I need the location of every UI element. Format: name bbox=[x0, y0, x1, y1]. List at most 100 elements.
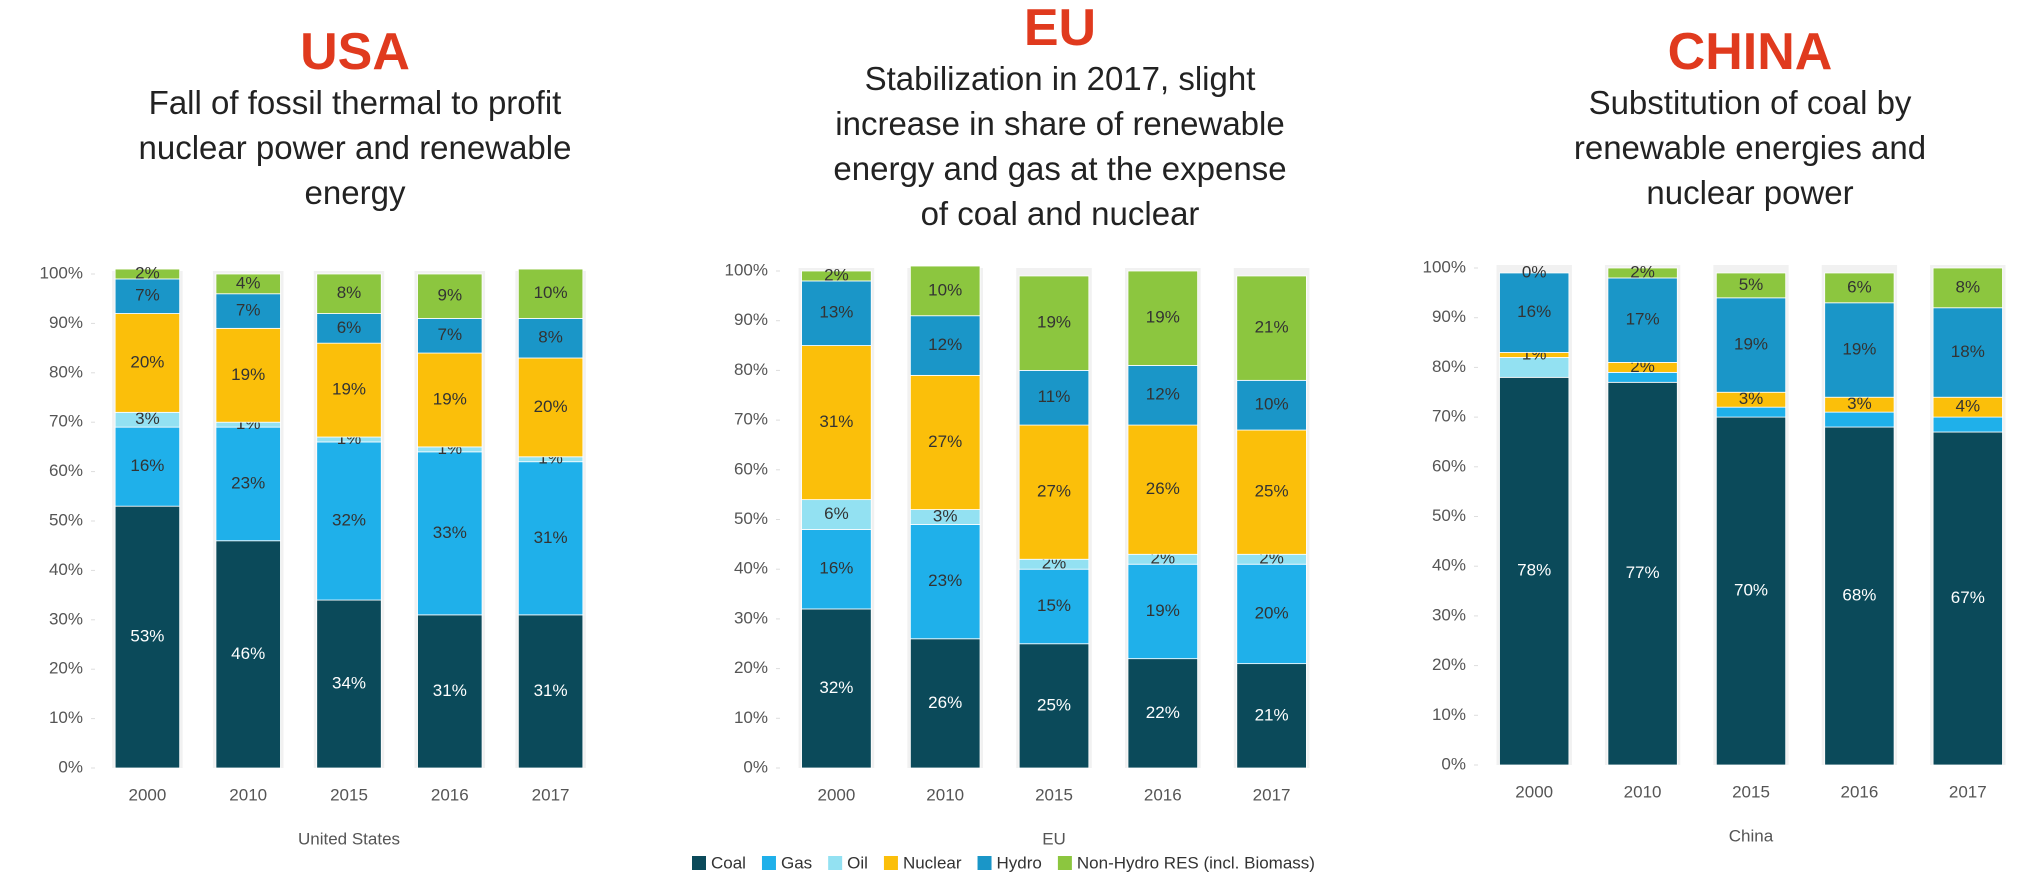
data-label: 67% bbox=[1951, 588, 1985, 607]
x-axis-title: China bbox=[1729, 826, 1774, 845]
data-label: 68% bbox=[1842, 586, 1876, 605]
chart-title: CHINA bbox=[1667, 23, 1833, 81]
bar-segment bbox=[1607, 381, 1678, 766]
data-label: 3% bbox=[1847, 394, 1872, 413]
bar-segment bbox=[909, 524, 981, 640]
bar-segment bbox=[1018, 643, 1090, 769]
data-label: 8% bbox=[538, 328, 563, 347]
y-tick-label: 70% bbox=[49, 412, 83, 431]
x-tick-label: 2010 bbox=[229, 785, 267, 804]
bar-segment bbox=[1236, 563, 1307, 665]
data-label: 6% bbox=[1847, 277, 1872, 296]
data-label: 26% bbox=[1146, 479, 1180, 498]
bar-segment bbox=[1127, 270, 1199, 366]
y-tick-label: 50% bbox=[734, 509, 768, 528]
legend-swatch bbox=[883, 856, 898, 870]
y-tick-label: 80% bbox=[734, 360, 768, 379]
bar-segment bbox=[417, 451, 483, 616]
y-tick-label: 20% bbox=[734, 658, 768, 677]
y-tick-label: 10% bbox=[1432, 705, 1466, 724]
data-label: 46% bbox=[231, 644, 265, 663]
y-tick-label: 30% bbox=[49, 609, 83, 628]
data-label: 23% bbox=[928, 571, 962, 590]
bar-segment bbox=[1607, 267, 1678, 279]
bar-segment bbox=[114, 426, 181, 507]
y-tick-label: 70% bbox=[1432, 407, 1466, 426]
x-tick-label: 2015 bbox=[1035, 785, 1073, 804]
data-label: 7% bbox=[438, 325, 463, 344]
bar-segment bbox=[215, 426, 281, 542]
data-label: 18% bbox=[1951, 342, 1985, 361]
bar-segment bbox=[1127, 563, 1199, 660]
bar-segment bbox=[1018, 568, 1090, 645]
bar-segment bbox=[417, 273, 483, 319]
legend-swatch bbox=[761, 856, 776, 870]
x-tick-label: 2017 bbox=[532, 785, 570, 804]
data-label: 13% bbox=[819, 303, 853, 322]
bar-segment bbox=[517, 357, 584, 458]
data-label: 17% bbox=[1626, 310, 1660, 329]
data-label: 32% bbox=[819, 678, 853, 697]
x-tick-label: 2016 bbox=[1144, 785, 1182, 804]
legend-label: Non-Hydro RES (incl. Biomass) bbox=[1077, 853, 1315, 872]
legend-label: Hydro bbox=[997, 853, 1042, 872]
bar-segment bbox=[1499, 272, 1570, 353]
bar-segment bbox=[316, 313, 382, 344]
y-tick-label: 80% bbox=[1432, 357, 1466, 376]
bar-segment bbox=[215, 293, 281, 329]
bar-segment bbox=[1715, 416, 1787, 766]
data-label: 10% bbox=[534, 283, 568, 302]
legend-label: Nuclear bbox=[903, 853, 962, 872]
data-label: 31% bbox=[534, 681, 568, 700]
bar-segment bbox=[316, 342, 382, 438]
x-axis-title: United States bbox=[298, 829, 400, 848]
data-label: 19% bbox=[433, 389, 467, 408]
data-label: 21% bbox=[1255, 318, 1289, 337]
data-label: 22% bbox=[1146, 703, 1180, 722]
data-label: 12% bbox=[1146, 385, 1180, 404]
bar-segment bbox=[1824, 302, 1895, 398]
data-label: 31% bbox=[819, 412, 853, 431]
data-label: 3% bbox=[135, 409, 160, 428]
bar-segment bbox=[1715, 297, 1787, 393]
data-label: 8% bbox=[337, 283, 362, 302]
bar-segment bbox=[316, 273, 382, 314]
data-label: 10% bbox=[1255, 395, 1289, 414]
legend-swatch bbox=[828, 856, 843, 870]
data-label: 19% bbox=[1146, 308, 1180, 327]
data-label: 16% bbox=[130, 456, 164, 475]
bar-segment bbox=[1607, 277, 1678, 363]
x-tick-label: 2000 bbox=[1515, 782, 1553, 801]
bar-segment bbox=[417, 318, 483, 354]
data-label: 25% bbox=[1255, 482, 1289, 501]
data-label: 16% bbox=[819, 559, 853, 578]
y-tick-label: 20% bbox=[49, 659, 83, 678]
x-tick-label: 2010 bbox=[926, 785, 964, 804]
bar-segment bbox=[909, 315, 981, 376]
bar-segment bbox=[801, 608, 872, 769]
data-label: 4% bbox=[1956, 397, 1981, 416]
x-axis-title: EU bbox=[1042, 829, 1066, 848]
x-tick-label: 2000 bbox=[128, 785, 166, 804]
bar-segment bbox=[517, 461, 584, 616]
data-label: 7% bbox=[236, 301, 261, 320]
data-label: 70% bbox=[1734, 581, 1768, 600]
data-label: 20% bbox=[130, 352, 164, 371]
y-tick-label: 30% bbox=[734, 608, 768, 627]
bar-segment bbox=[1715, 272, 1787, 299]
chart-subtitle: Stabilization in 2017, slight increase i… bbox=[833, 60, 1287, 232]
y-tick-label: 40% bbox=[1432, 556, 1466, 575]
bar-segment bbox=[215, 273, 281, 295]
bar-segment bbox=[801, 280, 872, 346]
bar-segment bbox=[1236, 663, 1307, 769]
bar-segment bbox=[801, 529, 872, 610]
data-label: 20% bbox=[1255, 603, 1289, 622]
bar-segment bbox=[1236, 379, 1307, 431]
y-tick-label: 90% bbox=[49, 313, 83, 332]
data-label: 2% bbox=[135, 263, 160, 282]
data-label: 10% bbox=[928, 280, 962, 299]
data-label: 34% bbox=[332, 674, 366, 693]
y-tick-label: 60% bbox=[49, 461, 83, 480]
data-label: 2% bbox=[1630, 262, 1655, 281]
bar-segment bbox=[1018, 369, 1090, 426]
